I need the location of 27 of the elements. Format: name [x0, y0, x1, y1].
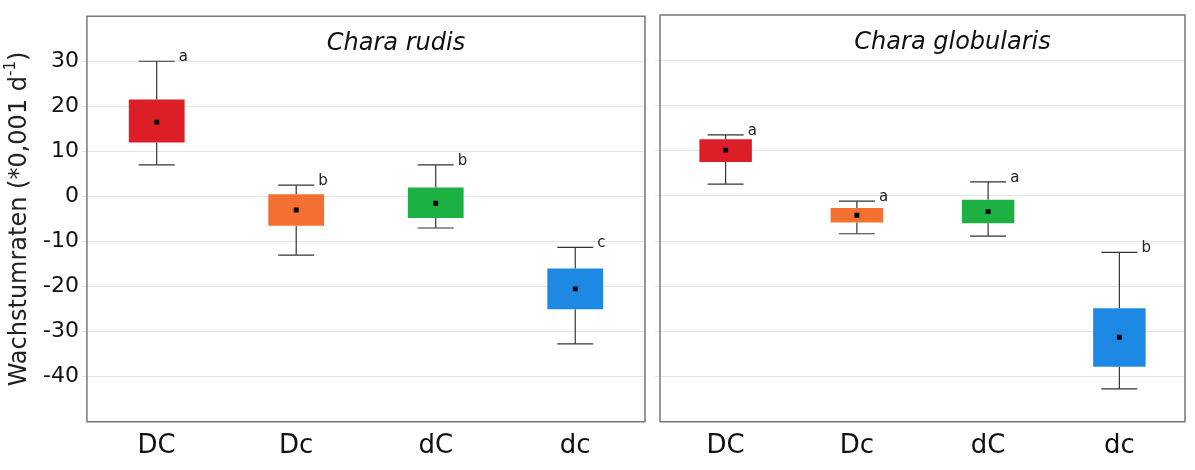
annotation: a	[878, 187, 889, 206]
x-tick-label: dc	[1103, 429, 1135, 460]
annotation: b	[318, 171, 328, 190]
annotation: b	[1141, 238, 1151, 257]
y-tick-label: 0	[64, 182, 79, 208]
x-tick-label: Dc	[279, 429, 314, 460]
x-tick-label: dC	[970, 429, 1006, 460]
y-tick-label: -40	[43, 362, 79, 388]
x-tick-label: Dc	[839, 429, 875, 460]
x-tick-label: dC	[418, 429, 454, 460]
annotation: c	[597, 233, 606, 252]
y-axis-title: Wachstumraten (*0,001 d-1)	[0, 51, 33, 387]
y-tick-label: -10	[43, 227, 79, 253]
annotation: a	[747, 120, 757, 139]
x-tick-label: DC	[137, 429, 176, 460]
annotation: b	[457, 150, 468, 169]
y-tick-label: 30	[50, 46, 79, 72]
annotation: a	[1010, 167, 1020, 186]
y-tick-label: -30	[43, 317, 79, 343]
y-tick-label: -20	[43, 272, 79, 298]
y-tick-label: 10	[50, 137, 79, 163]
text: Chara globularis	[854, 27, 1051, 56]
y-tick-label: 20	[50, 92, 79, 118]
x-tick-label: dc	[559, 429, 591, 460]
text: Chara rudis	[326, 28, 466, 57]
annotation: a	[178, 47, 188, 66]
x-tick-label: DC	[706, 429, 745, 460]
